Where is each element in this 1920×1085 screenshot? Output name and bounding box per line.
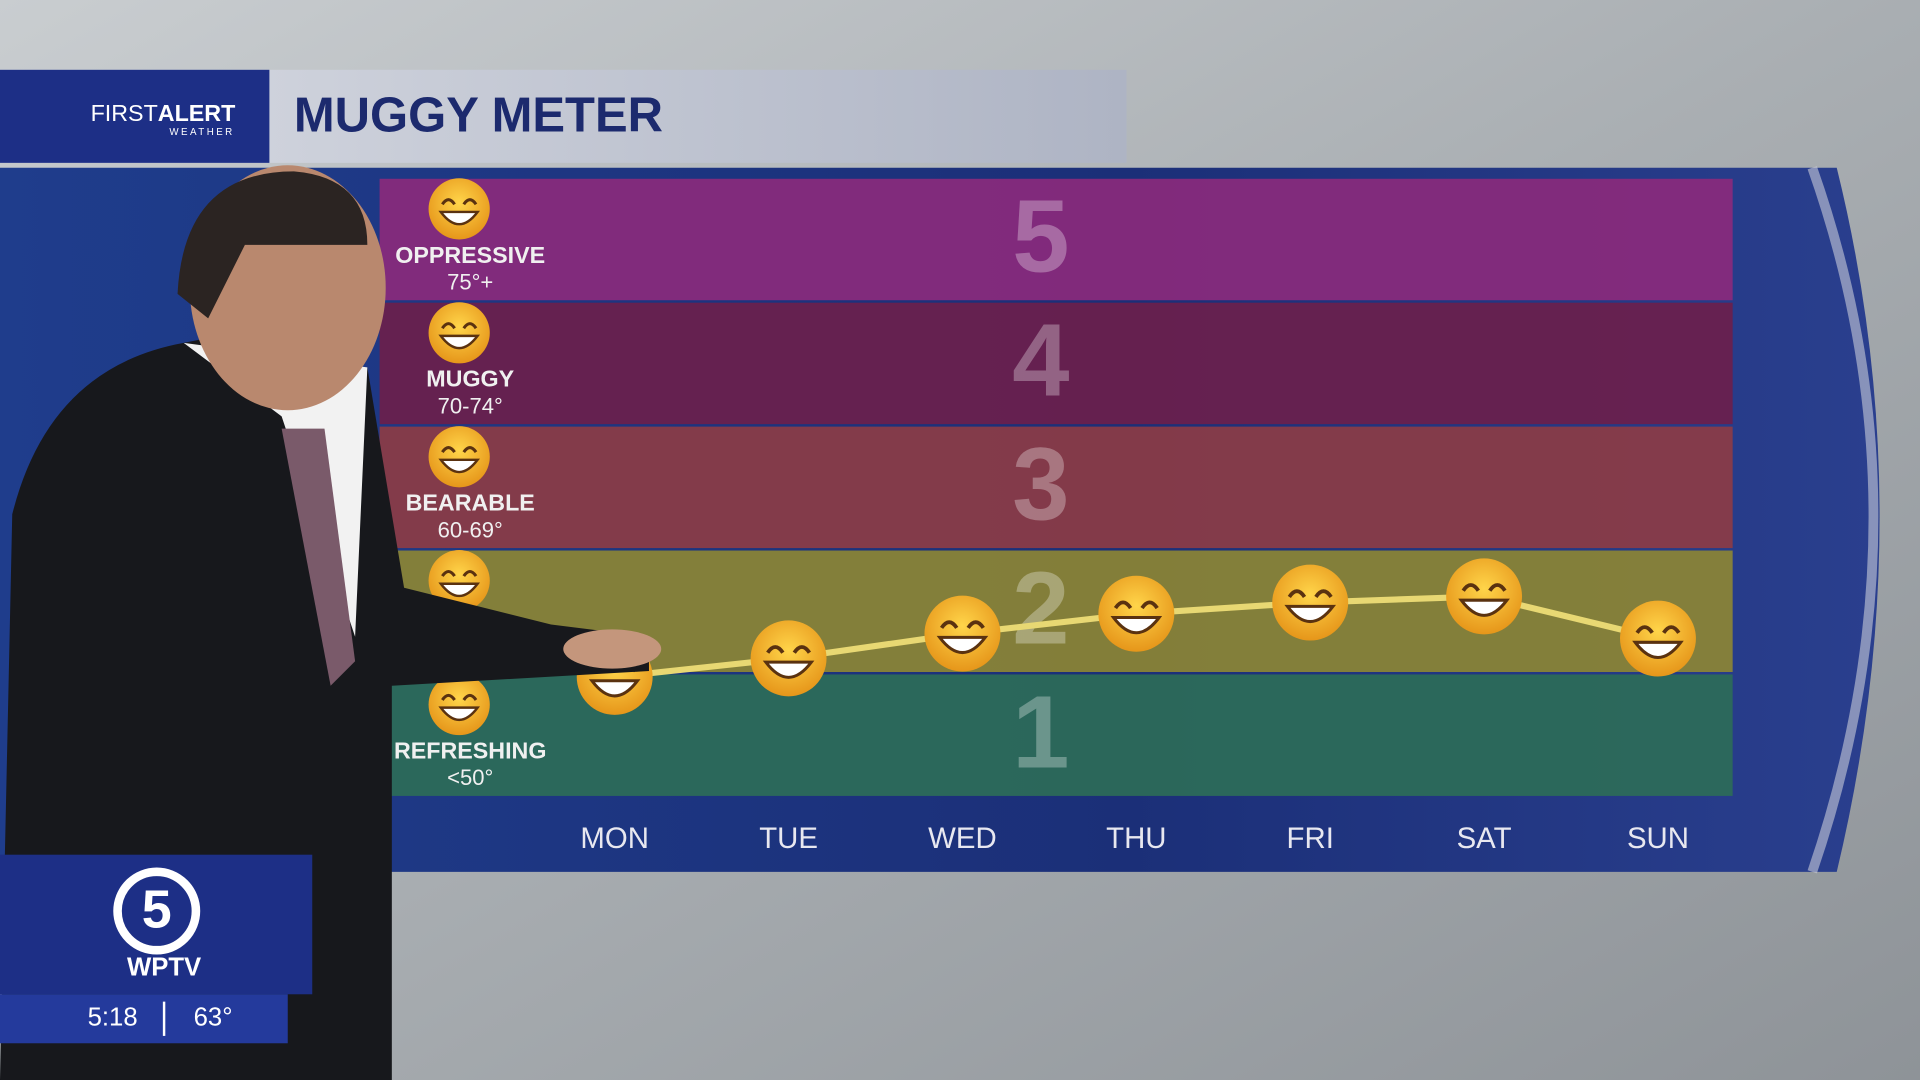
panel-rim (1807, 166, 1879, 874)
presenter-hand (563, 629, 662, 669)
emoji-face (428, 178, 490, 240)
day-emoji (1272, 564, 1349, 641)
emoji-eyes (441, 446, 478, 454)
emoji-face (750, 620, 827, 697)
emoji-grin (438, 706, 481, 722)
emoji-eyes (1461, 583, 1507, 592)
station-block (0, 854, 313, 995)
x-tick-label: THU (1106, 822, 1166, 855)
brand-sub: WEATHER (169, 127, 234, 138)
level-band (379, 426, 1733, 549)
presenter-tie (281, 428, 356, 686)
emoji-grin (438, 458, 481, 474)
level-range: 60-69° (438, 517, 503, 542)
level-number: 3 (1012, 426, 1069, 541)
emoji-grin (588, 679, 641, 698)
x-tick-label: SUN (1627, 822, 1689, 855)
emoji-eyes (441, 198, 478, 206)
level-emoji (428, 178, 490, 240)
emoji-face (1446, 558, 1523, 635)
emoji-eyes (1113, 600, 1159, 610)
level-number: 1 (1012, 674, 1069, 789)
day-emoji (1098, 575, 1175, 652)
level-label: BEARABLE (406, 490, 535, 516)
level-label: REFRESHING (394, 737, 546, 763)
current-temperature: 63° (194, 1004, 233, 1032)
day-emoji (1620, 600, 1696, 677)
emoji-eyes (939, 620, 985, 630)
emoji-eyes (441, 693, 478, 701)
emoji-grin (762, 660, 815, 679)
level-emoji (428, 673, 490, 736)
level-number: 4 (1012, 302, 1069, 417)
clock-bar (0, 994, 288, 1044)
clock-time: 5:18 (88, 1004, 138, 1032)
emoji-eyes (1635, 625, 1681, 634)
emoji-face (1098, 575, 1175, 652)
emoji-face (428, 550, 490, 612)
emoji-grin (936, 635, 989, 654)
level-range: <50° (447, 765, 493, 790)
day-emoji (750, 620, 827, 697)
x-tick-label: WED (928, 822, 997, 855)
brand-bold: ALERT (158, 100, 236, 126)
chart-title: MUGGY METER (294, 89, 663, 143)
emoji-face (924, 595, 1001, 672)
emoji-grin (438, 210, 481, 226)
level-band (379, 178, 1733, 301)
x-tick-label: TUE (759, 822, 818, 855)
level-label: MUGGY (426, 366, 514, 392)
x-tick-label: FRI (1287, 822, 1334, 855)
logo-block (0, 69, 270, 163)
level-emoji (428, 426, 490, 488)
station-logo (113, 867, 201, 955)
emoji-eyes (1287, 589, 1333, 599)
brand-text: FIRST (91, 100, 158, 126)
x-tick-label: SAT (1457, 822, 1512, 855)
channel-number: 5 (142, 880, 172, 940)
emoji-grin (1110, 616, 1163, 635)
emoji-grin (1284, 604, 1337, 623)
emoji-face (1272, 564, 1349, 641)
presenter-shirt (183, 342, 368, 637)
level-band (379, 302, 1733, 425)
emoji-face (428, 426, 490, 488)
emoji-grin (438, 582, 481, 598)
emoji-eyes (441, 322, 478, 330)
emoji-face (428, 302, 490, 364)
x-tick-label: MON (580, 822, 649, 855)
emoji-face (1620, 600, 1696, 677)
emoji-face (428, 673, 490, 736)
brand-logo: FIRSTALERT (91, 100, 236, 126)
emoji-grin (438, 334, 481, 350)
level-range: 75°+ (447, 269, 493, 294)
level-label: OPPRESSIVE (395, 242, 545, 268)
station-name: WPTV (127, 953, 201, 981)
presenter-hair (177, 171, 368, 319)
level-emoji (428, 302, 490, 364)
emoji-eyes (766, 645, 812, 654)
day-emoji (1446, 558, 1523, 635)
emoji-eyes (441, 569, 478, 577)
day-emoji (924, 595, 1001, 672)
emoji-grin (1632, 640, 1684, 659)
level-range: 70-74° (438, 393, 503, 418)
emoji-grin (1458, 598, 1510, 617)
level-number: 2 (1012, 550, 1069, 665)
level-number: 5 (1012, 179, 1069, 294)
level-emoji (428, 550, 490, 612)
